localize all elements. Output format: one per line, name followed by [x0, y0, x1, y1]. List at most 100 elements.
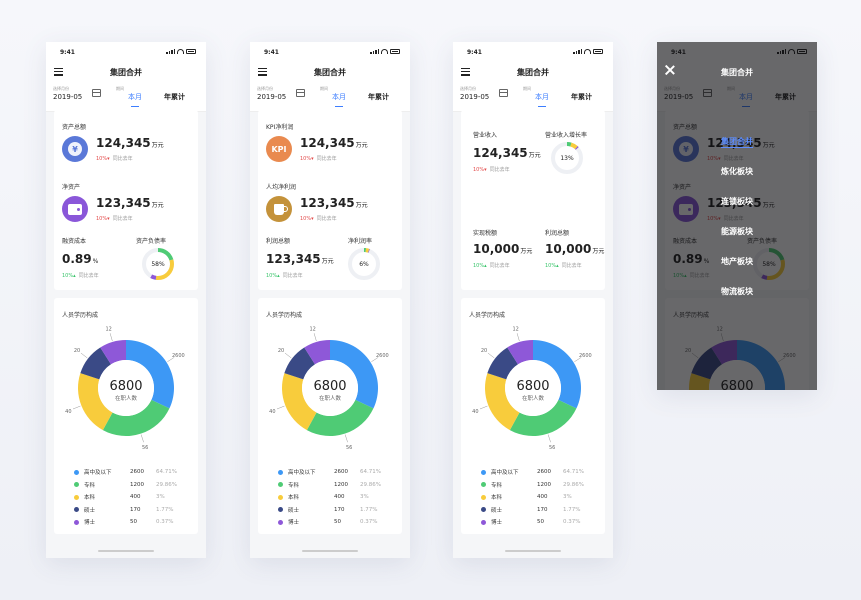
- donut-center-label: 在职人数: [115, 394, 138, 402]
- donut-slice-2[interactable]: [306, 399, 374, 436]
- donut-slice-4[interactable]: [487, 347, 518, 380]
- legend-item[interactable]: 博士 50 0.37%: [278, 516, 398, 529]
- legend-value: 400: [334, 494, 345, 501]
- callout-line: [167, 357, 175, 362]
- tab-year[interactable]: 年累计: [368, 93, 389, 101]
- legend-item[interactable]: 专科 1200 29.86%: [481, 479, 601, 492]
- donut-slice-2[interactable]: [509, 399, 577, 436]
- nav-title[interactable]: 集团合并: [110, 68, 142, 77]
- calendar-icon[interactable]: [92, 89, 101, 97]
- legend-item[interactable]: 本科 400 3%: [74, 491, 194, 504]
- legend-dot: [481, 469, 486, 475]
- donut-slice-1[interactable]: [533, 340, 581, 409]
- kpi-card: 资产总额 ¥ 124,345万元 10%▾ 同比去年 净资产 123,345万元 …: [54, 110, 198, 290]
- legend-value: 170: [537, 506, 548, 513]
- legend-value: 170: [130, 506, 141, 513]
- legend-item[interactable]: 高中及以下 2600 64.71%: [74, 466, 194, 479]
- donut-slice-3[interactable]: [485, 373, 520, 431]
- callout-line: [109, 333, 113, 342]
- menu-item[interactable]: 地产板块: [657, 254, 817, 284]
- chart-legend: 高中及以下 2600 64.71% 专科 1200 29.86% 本科 400 3% 硕士 170 1…: [278, 466, 398, 529]
- donut-center-label: 在职人数: [522, 394, 545, 402]
- tab-year[interactable]: 年累计: [571, 93, 592, 101]
- donut-slice-5[interactable]: [304, 340, 330, 365]
- legend-percent: 29.86%: [563, 481, 584, 488]
- callout-label: 56: [346, 445, 352, 451]
- legend-item[interactable]: 本科 400 3%: [278, 491, 398, 504]
- tab-month[interactable]: 本月: [332, 93, 346, 107]
- donut-slice-5[interactable]: [100, 340, 126, 365]
- donut-slice-3[interactable]: [282, 373, 317, 431]
- nav-title[interactable]: 集团合并: [314, 68, 346, 77]
- donut-slice-4[interactable]: [284, 347, 315, 380]
- wifi-icon: [177, 49, 184, 54]
- hamburger-menu-icon[interactable]: [461, 68, 470, 76]
- legend-name: 硕士: [491, 507, 503, 514]
- month-value[interactable]: 2019-05: [53, 93, 83, 101]
- callout-label: 40: [269, 409, 275, 415]
- legend-item[interactable]: 专科 1200 29.86%: [278, 479, 398, 492]
- donut-slice-3[interactable]: [78, 373, 113, 431]
- legend-value: 50: [537, 519, 544, 526]
- donut-slice-1[interactable]: [330, 340, 378, 409]
- hamburger-menu-icon[interactable]: [258, 68, 267, 76]
- calendar-icon[interactable]: [499, 89, 508, 97]
- legend-item[interactable]: 博士 50 0.37%: [481, 516, 601, 529]
- legend-item[interactable]: 硕士 170 1.77%: [481, 504, 601, 517]
- month-value[interactable]: 2019-05: [257, 93, 287, 101]
- legend-item[interactable]: 博士 50 0.37%: [74, 516, 194, 529]
- donut-slice-1[interactable]: [126, 340, 174, 409]
- menu-item[interactable]: 能源板块: [657, 224, 817, 254]
- net-margin-value: 6%: [359, 261, 369, 268]
- status-icons: [166, 49, 196, 54]
- net-margin-gauge: 6%: [348, 248, 380, 280]
- education-chart-card: 人员学历构成 2600 56 40 20 12 6800 在职人数 高中及以下 2600 64.…: [54, 298, 198, 534]
- legend-item[interactable]: 硕士 170 1.77%: [74, 504, 194, 517]
- tab-month[interactable]: 本月: [535, 93, 549, 107]
- nav-bar: 集团合并: [250, 62, 410, 84]
- legend-dot: [481, 519, 486, 525]
- nav-title[interactable]: 集团合并: [517, 68, 549, 77]
- callout-label: 2600: [579, 353, 592, 359]
- legend-dot: [74, 494, 79, 500]
- legend-name: 高中及以下: [491, 470, 519, 477]
- legend-percent: 3%: [156, 494, 165, 501]
- gauge-yellow-segment: [142, 248, 174, 280]
- donut-slice-4[interactable]: [80, 347, 111, 380]
- finance-cost-label: 融资成本: [62, 238, 87, 245]
- legend-item[interactable]: 硕士 170 1.77%: [278, 504, 398, 517]
- menu-item-label: 集团合并: [721, 137, 753, 148]
- net-assets-value: 123,345万元: [96, 196, 164, 210]
- menu-item[interactable]: 炼化板块: [657, 164, 817, 194]
- tab-year[interactable]: 年累计: [164, 93, 185, 101]
- calendar-icon[interactable]: [296, 89, 305, 97]
- period-label: 期间: [320, 86, 328, 91]
- legend-item[interactable]: 专科 1200 29.86%: [74, 479, 194, 492]
- legend-percent: 64.71%: [563, 469, 584, 476]
- revenue-value: 124,345万元: [473, 146, 541, 160]
- donut-center-label: 在职人数: [319, 394, 342, 402]
- menu-item[interactable]: 连锁板块: [657, 194, 817, 224]
- menu-overlay[interactable]: 集团合并炼化板块连锁板块能源板块 地产板块 物流板块: [657, 42, 817, 390]
- month-value[interactable]: 2019-05: [460, 93, 490, 101]
- yen-icon: ¥: [62, 136, 88, 162]
- donut-slice-2[interactable]: [102, 399, 170, 436]
- chart-title: 人员学历构成: [266, 312, 303, 319]
- menu-item[interactable]: 物流板块: [657, 284, 817, 314]
- tab-month[interactable]: 本月: [128, 93, 142, 107]
- callout-label: 20: [481, 348, 487, 354]
- legend-item[interactable]: 高中及以下 2600 64.71%: [481, 466, 601, 479]
- legend-item[interactable]: 高中及以下 2600 64.71%: [278, 466, 398, 479]
- callout-label: 40: [472, 409, 478, 415]
- education-chart-card: 人员学历构成 2600 56 40 20 12 6800 在职人数 高中及以下 2600 64.…: [258, 298, 402, 534]
- menu-item[interactable]: 集团合并: [657, 134, 817, 164]
- hamburger-menu-icon[interactable]: [54, 68, 63, 76]
- phone-screen-profit: 9:41 集团合并 选择月份 2019-05 期间 本月 年累计 KPI净利润 …: [250, 42, 410, 558]
- signal-icon: [166, 49, 175, 54]
- menu-item-label: 炼化板块: [721, 167, 753, 176]
- menu-item-label: 连锁板块: [721, 197, 753, 206]
- legend-item[interactable]: 本科 400 3%: [481, 491, 601, 504]
- legend-name: 高中及以下: [288, 470, 316, 477]
- donut-slice-5[interactable]: [507, 340, 533, 365]
